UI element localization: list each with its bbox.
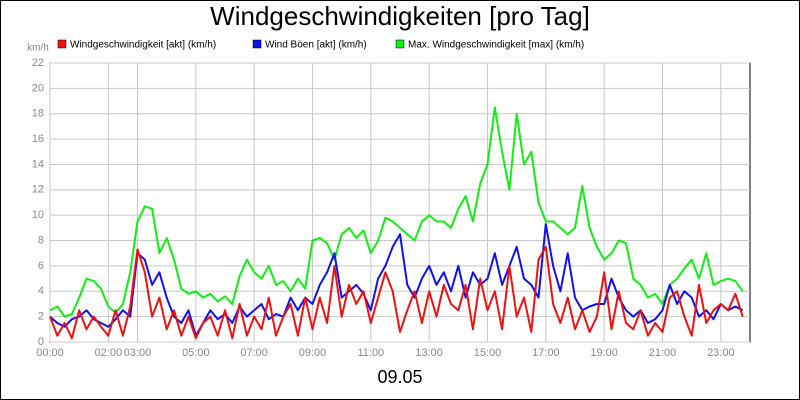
x-tick-label: 03:00 [124,347,152,359]
y-tick-label: 2 [38,311,44,323]
legend-label: Windgeschwindigkeit [akt] (km/h) [70,40,216,51]
y-tick-label: 20 [32,82,44,94]
x-tick-label: 02:00 [95,347,123,359]
legend-label: Wind Böen [akt] (km/h) [265,40,367,51]
y-tick-label: 0 [38,336,44,348]
x-tick-label: 05:00 [182,347,210,359]
x-axis-label: 09.05 [377,367,422,387]
series-line [49,223,744,337]
y-tick-label: 14 [32,158,44,170]
x-tick-label: 13:00 [415,347,443,359]
y-tick-label: 22 [32,57,44,69]
x-tick-label: 17:00 [532,347,560,359]
y-tick-label: 12 [32,184,44,196]
legend-label: Max. Windgeschwindigkeit [max] (km/h) [408,40,584,51]
y-tick-label: 16 [32,133,44,145]
x-tick-label: 00:00 [36,347,64,359]
legend-swatch [57,39,67,49]
x-tick-label: 19:00 [590,347,618,359]
y-tick-label: 4 [38,285,44,297]
series-line [49,106,744,318]
y-tick-label: 8 [38,234,44,246]
x-tick-label: 09:00 [299,347,327,359]
x-tick-label: 11:00 [357,347,384,359]
y-tick-label: 10 [32,209,44,221]
x-tick-label: 23:00 [707,347,735,359]
y-tick-label: 18 [32,108,44,120]
x-tick-label: 15:00 [474,347,502,359]
x-tick-label: 07:00 [240,347,268,359]
legend-swatch [252,39,262,49]
chart-title: Windgeschwindigkeiten [pro Tag] [210,1,590,31]
x-tick-label: 21:00 [649,347,677,359]
y-tick-label: 6 [38,260,44,272]
series-line [49,245,744,340]
legend-swatch [395,39,405,49]
y-axis-label: km/h [27,43,49,54]
plot-area [49,62,751,343]
